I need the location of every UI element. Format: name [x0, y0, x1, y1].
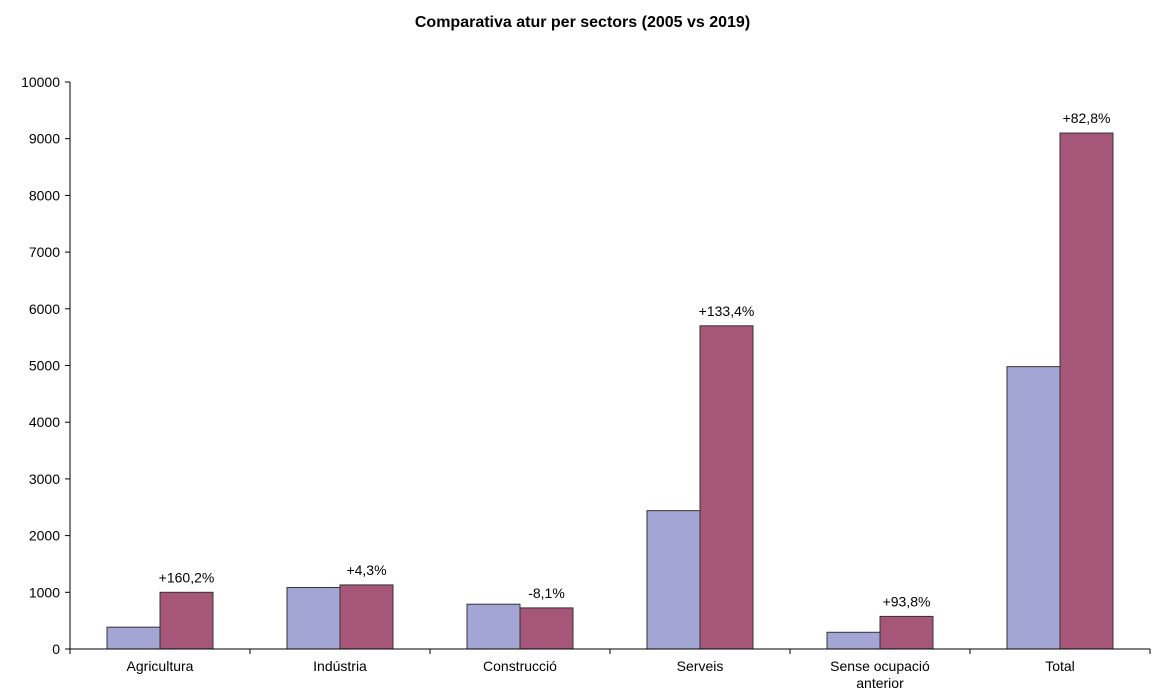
y-tick-label: 0: [52, 641, 60, 657]
x-tick-label: Total: [1045, 658, 1075, 674]
x-tick-label: Indústria: [313, 658, 367, 674]
y-tick-label: 7000: [29, 244, 60, 260]
x-tick-label: Agricultura: [127, 658, 194, 674]
chart-title: Comparativa atur per sectors (2005 vs 20…: [414, 14, 751, 31]
data-label: -8,1%: [528, 585, 565, 601]
y-tick-label: 5000: [29, 358, 60, 374]
data-label: +82,8%: [1063, 110, 1111, 126]
y-tick-label: 8000: [29, 187, 60, 203]
bar-series-2: [519, 607, 574, 650]
y-tick-label: 9000: [29, 131, 60, 147]
bar-series-1: [826, 631, 881, 650]
data-label: +4,3%: [346, 562, 386, 578]
bar-series-1: [1006, 366, 1061, 650]
x-tick-label: Construcció: [483, 658, 557, 674]
data-label: +160,2%: [159, 569, 215, 585]
bar-series-1: [106, 626, 161, 650]
y-tick-label: 4000: [29, 414, 60, 430]
y-tick-label: 10000: [21, 74, 60, 90]
bar-series-1: [466, 603, 521, 650]
y-tick-label: 3000: [29, 471, 60, 487]
bar-series-2: [879, 615, 934, 650]
data-label: +93,8%: [883, 593, 931, 609]
bar-series-2: [699, 325, 754, 650]
y-tick-label: 1000: [29, 584, 60, 600]
bar-series-1: [646, 510, 701, 650]
data-label: +133,4%: [699, 303, 755, 319]
bar-series-2: [339, 584, 394, 650]
x-tick-label: Serveis: [677, 658, 724, 674]
bar-series-2: [1059, 132, 1114, 650]
bar-series-2: [159, 591, 214, 650]
x-tick-label: Sense ocupació: [830, 658, 930, 674]
bar-series-1: [286, 586, 341, 650]
y-tick-label: 6000: [29, 301, 60, 317]
x-tick-label: anterior: [856, 675, 904, 691]
y-tick-label: 2000: [29, 528, 60, 544]
